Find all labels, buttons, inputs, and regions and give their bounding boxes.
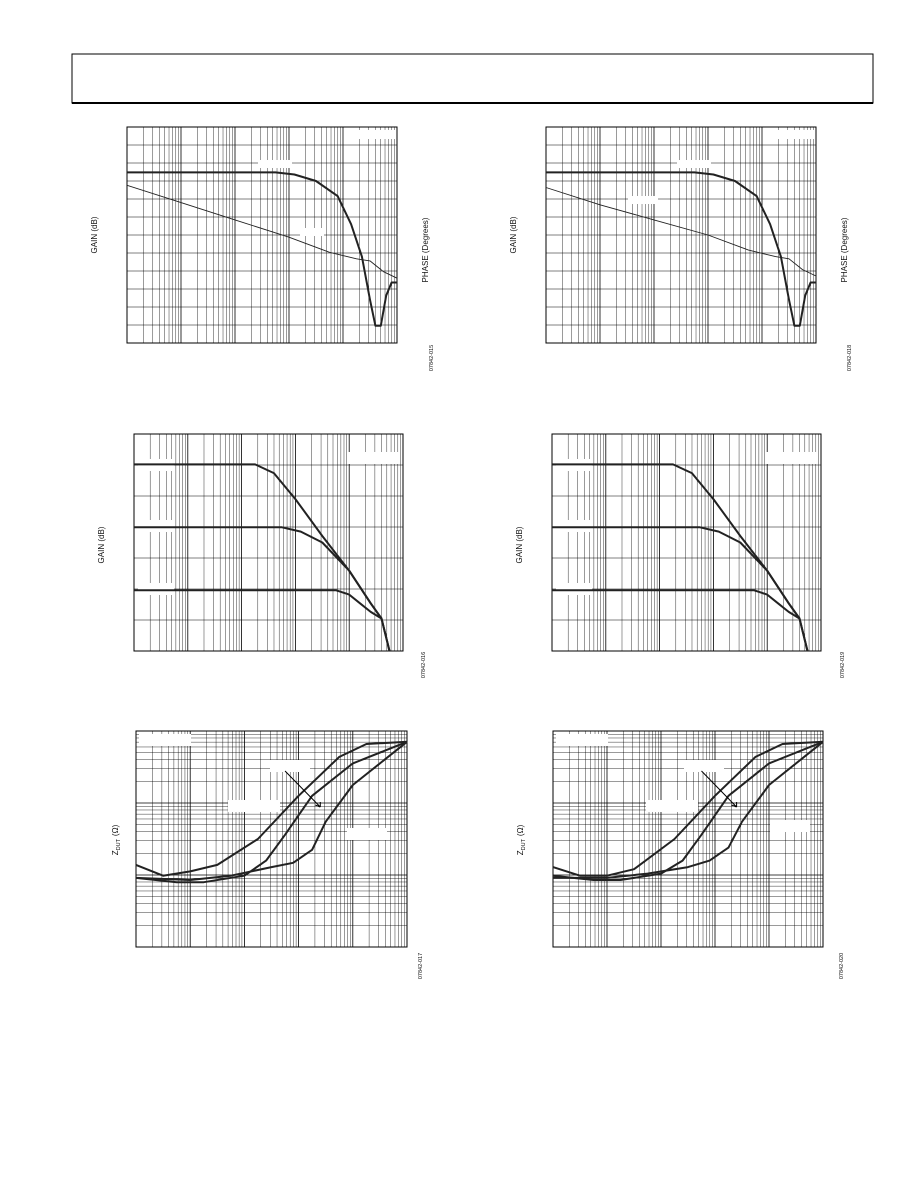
curve [134,589,391,652]
figure-code: 07842-015 [429,345,435,371]
legend-box [765,452,817,464]
plot-frame [135,730,408,948]
legend-box [138,583,174,595]
plot-frame [126,126,398,344]
legend-box [258,160,292,168]
legend-box [139,734,191,746]
legend-box [777,130,815,139]
figure: GAIN (dB) PHASE (Degrees) 07842-015 [90,126,435,371]
arrow [701,770,738,808]
legend-box [770,820,810,832]
legend-box [556,520,592,532]
legend-box [556,734,608,746]
curve [552,526,801,620]
y-axis-label: ZDUT (Ω) [111,824,122,855]
arrow [284,770,321,808]
plot-frame [545,126,817,344]
curve [553,741,824,879]
curve [545,187,817,277]
curve [552,740,824,877]
y-axis-label: GAIN (dB) [90,216,99,253]
figure-code: 07842-019 [840,652,846,678]
figure: GAIN (dB) 07842-016 [97,433,427,678]
curve [126,184,398,279]
y2-axis-label: PHASE (Degrees) [840,217,849,282]
y2-axis-label: PHASE (Degrees) [421,217,430,282]
figure-code: 07842-018 [847,345,853,371]
curve [135,740,408,884]
label-main: Z [111,850,120,855]
legend-box [300,228,324,236]
legend-box [646,800,698,812]
curve [134,463,391,652]
label-unit: (Ω) [516,824,525,836]
legend-box [628,196,658,204]
curve [552,463,809,652]
curve [546,171,816,327]
header-box [71,53,874,104]
label-sub: DUT [521,838,527,850]
figure: GAIN (dB) 07842-019 [515,433,846,678]
legend-box [677,160,711,168]
figure: ZDUT (Ω) 07842-017 [111,730,424,979]
label-sub: DUT [116,838,122,850]
legend-box [358,130,396,139]
legend-box [684,760,724,772]
plot-frame [552,730,824,948]
label-unit: (Ω) [111,824,120,836]
curve [552,740,824,881]
legend-box [228,800,280,812]
curve [135,741,408,881]
figure: ZDUT (Ω) 07842-020 [516,730,845,979]
label-main: Z [516,850,525,855]
legend-box [556,583,592,595]
legend-box [270,760,310,772]
figure: GAIN (dB) PHASE (Degrees) 07842-018 [509,126,853,371]
y-axis-label: GAIN (dB) [509,216,518,253]
curve [134,526,383,620]
plot-frame [551,433,822,652]
y-axis-label: GAIN (dB) [97,526,106,563]
y-axis-label: GAIN (dB) [515,526,524,563]
curve [127,171,397,327]
figure-code: 07842-020 [839,953,845,979]
curve [135,740,408,877]
y-axis-label: ZDUT (Ω) [516,824,527,855]
legend-box [347,452,399,464]
plot-frame [133,433,404,652]
curve [552,589,809,652]
legend-box [138,520,174,532]
figure-code: 07842-017 [418,953,424,979]
legend-box [347,828,387,840]
figure-code: 07842-016 [421,652,427,678]
